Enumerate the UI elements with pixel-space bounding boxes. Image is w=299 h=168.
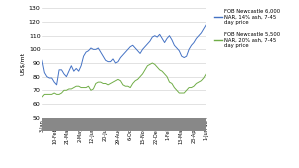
Legend: FOB Newcastle 6,000
NAR, 14% ash, 7-45
day price, FOB Newcastle 5,500
NAR, 20% a: FOB Newcastle 6,000 NAR, 14% ash, 7-45 d… — [214, 9, 280, 48]
Y-axis label: US$/mt: US$/mt — [21, 51, 26, 75]
